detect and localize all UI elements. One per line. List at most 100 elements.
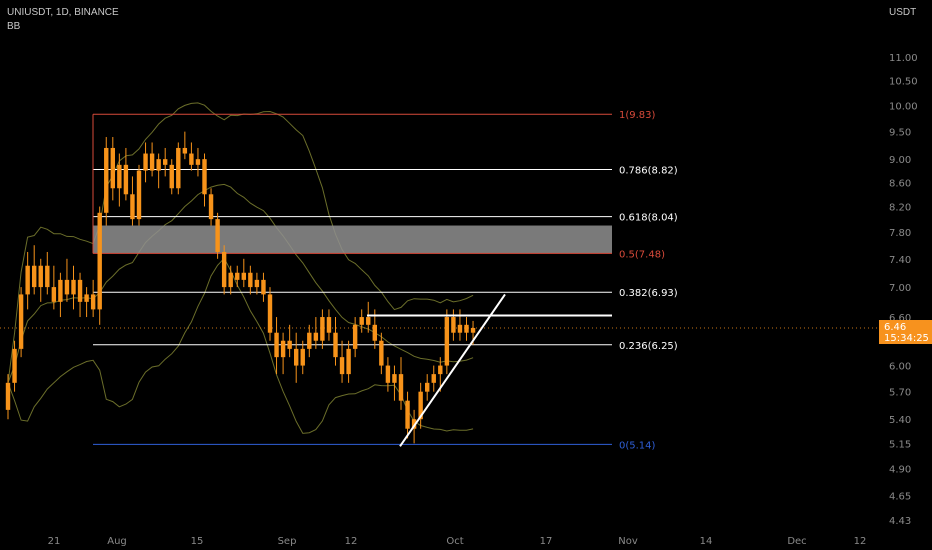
candle-body bbox=[241, 272, 246, 280]
candle-body bbox=[189, 153, 194, 165]
candle-body bbox=[333, 332, 338, 358]
candle-body bbox=[366, 317, 371, 325]
price-tick-label: 4.90 bbox=[889, 465, 911, 476]
candle-body bbox=[97, 212, 102, 310]
price-tick-label: 5.15 bbox=[889, 439, 911, 450]
price-tick-label: 10.00 bbox=[889, 102, 918, 113]
time-tick-label: 21 bbox=[48, 536, 61, 547]
price-tick-label: 9.50 bbox=[889, 128, 911, 139]
time-tick-label: 14 bbox=[700, 536, 713, 547]
candle-body bbox=[379, 340, 384, 366]
fib-level-label: 0.5(7.48) bbox=[619, 249, 665, 260]
candle-body bbox=[287, 340, 292, 349]
candle-body bbox=[339, 357, 345, 375]
candle-body bbox=[38, 265, 43, 288]
candle-body bbox=[392, 374, 397, 383]
candle-body bbox=[163, 159, 168, 165]
time-tick-label: Dec bbox=[787, 536, 806, 547]
fib-level-label: 0.786(8.82) bbox=[619, 165, 678, 176]
candle-body bbox=[130, 194, 135, 220]
candle-body bbox=[248, 272, 253, 288]
candle-body bbox=[411, 419, 417, 429]
price-tick-label: 5.70 bbox=[889, 388, 911, 399]
fib-level-label: 0(5.14) bbox=[619, 440, 656, 451]
candle-body bbox=[470, 327, 476, 333]
candle-body bbox=[123, 164, 129, 195]
candle-body bbox=[307, 332, 312, 349]
bollinger-bands bbox=[7, 102, 474, 434]
supply-zone bbox=[93, 225, 612, 254]
bb-basis bbox=[7, 183, 474, 383]
candle-body bbox=[117, 164, 122, 189]
price-tick-label: 11.00 bbox=[889, 53, 918, 64]
candle-body bbox=[326, 317, 332, 333]
price-tick-label: 4.43 bbox=[889, 516, 911, 527]
candle-body bbox=[104, 147, 109, 213]
last-price-value: 6.46 bbox=[884, 322, 907, 333]
candle-body bbox=[405, 400, 410, 429]
candle-body bbox=[149, 153, 155, 171]
candle-body bbox=[254, 279, 260, 288]
candle-body bbox=[202, 159, 207, 195]
bb-upper-band bbox=[7, 102, 474, 383]
indicator-label-bb[interactable]: BB bbox=[7, 21, 21, 32]
candle-body bbox=[195, 159, 201, 165]
candle-body bbox=[12, 348, 17, 383]
candle-body bbox=[25, 265, 30, 295]
price-tick-label: 9.00 bbox=[889, 155, 911, 166]
candle-body bbox=[451, 317, 456, 333]
candle-body bbox=[58, 279, 63, 302]
candle-body bbox=[77, 279, 83, 302]
candle-body bbox=[143, 153, 148, 171]
price-tick-label: 6.60 bbox=[889, 313, 911, 324]
candle-body bbox=[464, 324, 469, 333]
candle-body bbox=[235, 272, 240, 280]
time-tick-label: 17 bbox=[540, 536, 553, 547]
candle-body bbox=[215, 219, 220, 252]
candle-body bbox=[261, 279, 266, 295]
price-tick-label: 7.00 bbox=[889, 283, 911, 294]
candle-body bbox=[221, 251, 227, 288]
time-tick-label: 12 bbox=[345, 536, 358, 547]
candle-body bbox=[300, 348, 305, 366]
price-tick-label: 7.40 bbox=[889, 255, 911, 266]
candle-body bbox=[228, 272, 233, 288]
candle-body bbox=[18, 294, 24, 349]
fib-level-label: 0.236(6.25) bbox=[619, 341, 678, 352]
candle-body bbox=[71, 279, 76, 295]
candle-body bbox=[176, 147, 181, 189]
candle-body bbox=[457, 324, 463, 333]
candle-body bbox=[110, 147, 115, 189]
candle-body bbox=[431, 374, 436, 383]
time-tick-label: Nov bbox=[618, 536, 638, 547]
fib-level-label: 1(9.83) bbox=[619, 110, 656, 121]
candle-body bbox=[182, 147, 188, 154]
drawings bbox=[0, 293, 879, 447]
candle-body bbox=[51, 287, 57, 302]
candle-body bbox=[208, 194, 214, 220]
price-axis: 11.00 10.50 10.00 9.50 9.00 8.60 8.20 7.80 7.40 7… bbox=[889, 53, 918, 527]
time-tick-label: Oct bbox=[446, 536, 463, 547]
candle-body bbox=[45, 265, 50, 288]
candle-body bbox=[5, 382, 11, 410]
price-tick-label: 6.00 bbox=[889, 362, 911, 373]
candle-body bbox=[320, 317, 325, 341]
candle-body bbox=[313, 332, 319, 341]
supply-zone-rect bbox=[93, 225, 612, 254]
candle-body bbox=[156, 159, 161, 171]
price-axis-currency: USDT bbox=[889, 7, 917, 18]
time-tick-label: Sep bbox=[278, 536, 297, 547]
support-trendline bbox=[399, 293, 506, 447]
candle-body bbox=[359, 317, 364, 325]
candle-body bbox=[294, 348, 299, 366]
price-tick-label: 7.80 bbox=[889, 228, 911, 239]
candle-body bbox=[90, 294, 96, 310]
candle-body bbox=[84, 294, 89, 302]
candle-body bbox=[32, 265, 37, 288]
price-tick-label: 5.40 bbox=[889, 415, 911, 426]
bb-lower-band bbox=[7, 257, 474, 434]
candle-body bbox=[136, 170, 142, 220]
fib-level-label: 0.618(8.04) bbox=[619, 213, 678, 224]
price-tick-label: 8.60 bbox=[889, 178, 911, 189]
